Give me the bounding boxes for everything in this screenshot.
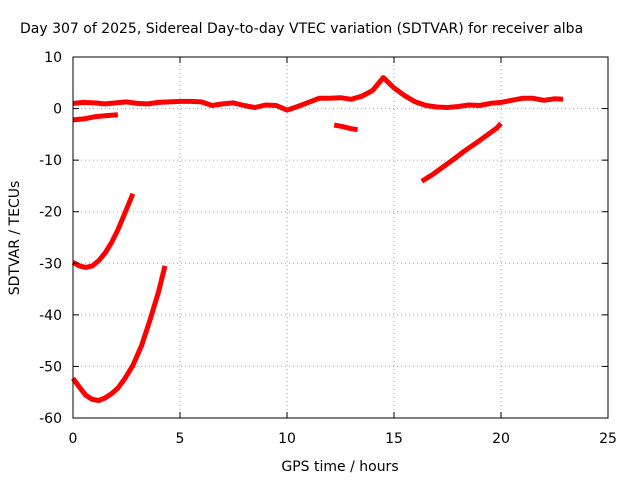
series-track-1225-dip [333, 122, 358, 133]
x-tick-label: 10 [278, 431, 296, 447]
y-tick-label: -20 [39, 205, 62, 221]
series-track-late-rise [420, 121, 503, 184]
series-track-short-start [72, 112, 119, 123]
x-tick-label: 0 [69, 431, 78, 447]
x-tick-label: 5 [176, 431, 185, 447]
x-tick-label: 25 [599, 431, 617, 447]
series-track-main-near-zero [72, 75, 564, 113]
y-tick-label: -60 [39, 411, 62, 427]
series-track-minus52 [70, 265, 168, 403]
series-layer [70, 75, 564, 403]
ticks-layer: 0 5 10 15 20 25 10 0 -10 -20 -30 -40 -50 -60 [39, 50, 617, 447]
y-tick-label: -30 [39, 256, 62, 272]
x-tick-label: 20 [492, 431, 510, 447]
plot-frame [72, 56, 609, 419]
y-tick-label: -40 [39, 308, 62, 324]
y-axis-label: SDTVAR / TECUs [7, 181, 23, 296]
y-tick-label: 10 [44, 50, 62, 66]
grid-layer [73, 57, 608, 418]
y-tick-label: 0 [53, 102, 62, 118]
y-tick-label: -50 [39, 359, 62, 375]
series-track-minus30 [71, 192, 136, 270]
chart-title: Day 307 of 2025, Sidereal Day-to-day VTE… [20, 21, 583, 37]
x-axis-label: GPS time / hours [281, 459, 398, 475]
y-tick-label: -10 [39, 153, 62, 169]
x-tick-label: 15 [385, 431, 403, 447]
